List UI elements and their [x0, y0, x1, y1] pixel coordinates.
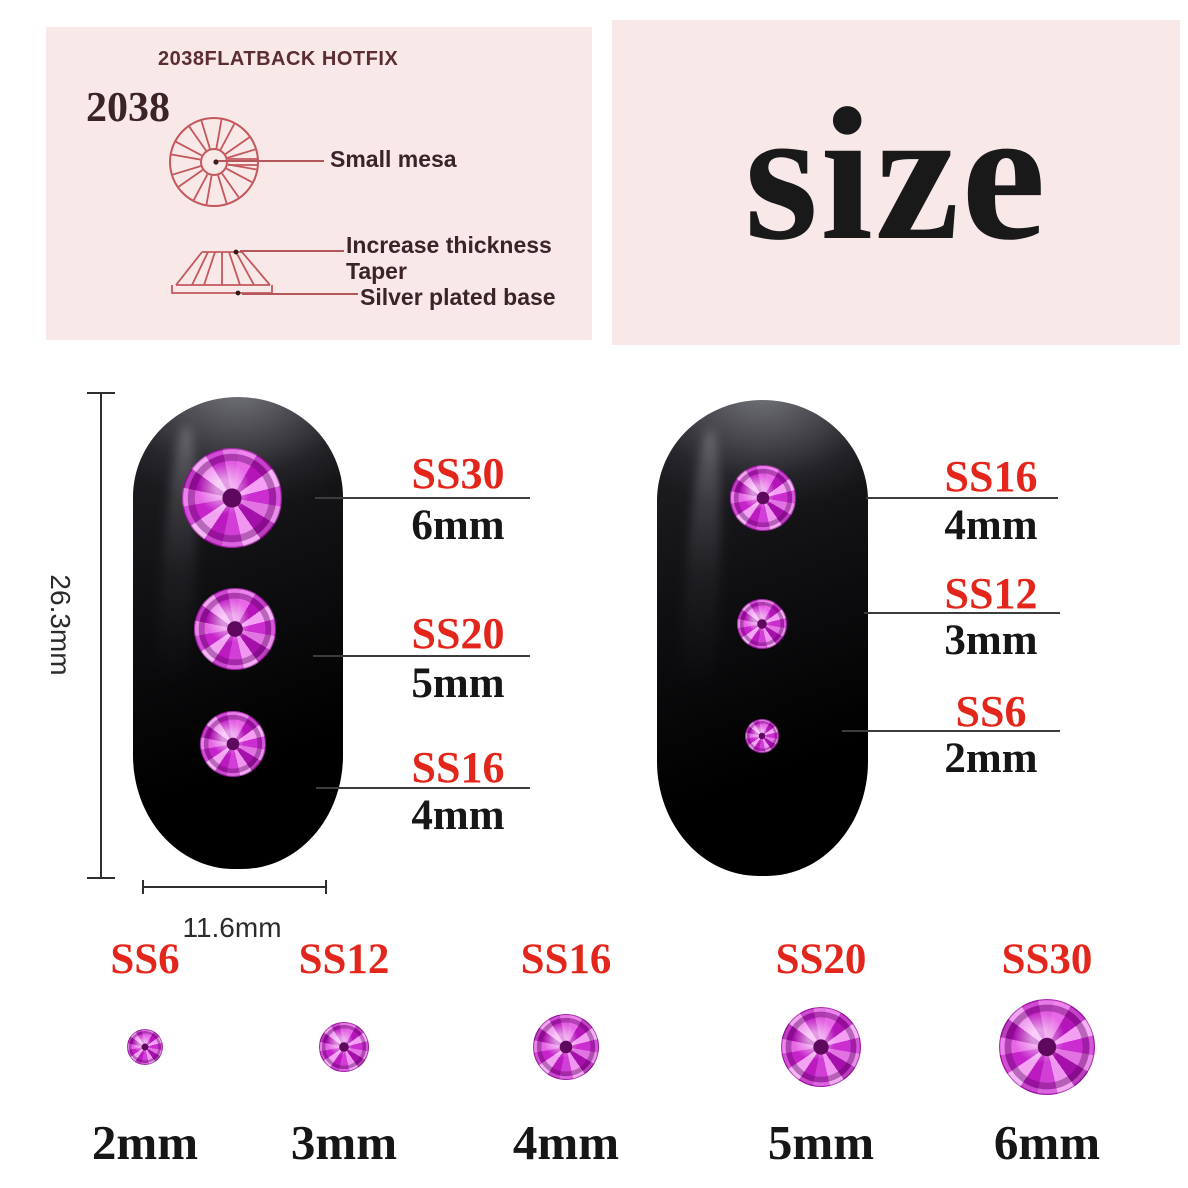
- right-nail-gloss: [674, 427, 728, 791]
- right-anno-mm-0: 4mm: [944, 502, 1038, 549]
- size-row-stone-ss16: [533, 1014, 599, 1080]
- right-anno-mm-2: 2mm: [944, 735, 1038, 782]
- diagram-panel-title: 2038FLATBACK HOTFIX: [158, 48, 399, 70]
- left-anno-line-2: [316, 787, 530, 789]
- left-anno-line-1: [313, 655, 530, 657]
- right-anno-ss-1: SS12: [944, 569, 1038, 618]
- rhinestone-side-view-diagram: [171, 249, 273, 296]
- left-anno-mm-1: 5mm: [411, 660, 505, 707]
- size-row-mm-label: 2mm: [91, 1115, 199, 1170]
- size-row-ss-label: SS30: [1001, 936, 1093, 983]
- size-row-item-ss30: SS30 6mm: [962, 938, 1132, 1173]
- size-row-stone-ss6: [127, 1029, 163, 1065]
- size-row-stone-ss12: [319, 1022, 369, 1072]
- size-row-ss-label: SS6: [110, 936, 180, 983]
- size-row-item-ss6: SS6 2mm: [60, 938, 230, 1173]
- nail-width-measurement: 11.6mm: [182, 912, 282, 943]
- size-row-item-ss16: SS16 4mm: [481, 938, 651, 1173]
- vertical-measure-line: [100, 393, 102, 879]
- left-anno-ss-0: SS30: [411, 449, 505, 498]
- right-anno-line-0: [866, 497, 1058, 499]
- size-row-stone-ss30: [999, 999, 1095, 1095]
- left-anno-mm-2: 4mm: [411, 792, 505, 839]
- left-nail-stone-ss16: [200, 711, 266, 777]
- model-number: 2038: [86, 85, 170, 131]
- right-nail-stone-ss12: [737, 599, 787, 649]
- taper-label: Taper: [346, 258, 407, 284]
- size-row-ss-label: SS20: [775, 936, 867, 983]
- right-anno-line-2: [842, 730, 1060, 732]
- left-anno-line-0: [315, 497, 530, 499]
- size-row-ss-label: SS12: [298, 936, 390, 983]
- left-nail-stone-ss30: [182, 448, 282, 548]
- left-anno-mm-0: 6mm: [411, 502, 505, 549]
- left-anno-ss-2: SS16: [411, 743, 505, 792]
- diagram-panel: 2038FLATBACK HOTFIX 2038: [46, 27, 592, 340]
- size-row-mm-label: 4mm: [512, 1115, 620, 1170]
- size-row-item-ss20: SS20 5mm: [736, 938, 906, 1173]
- silver-base-label: Silver plated base: [360, 284, 556, 310]
- right-nail-stone-ss16: [730, 465, 796, 531]
- small-mesa-label: Small mesa: [330, 146, 457, 172]
- increase-thickness-leader-line: [240, 250, 344, 252]
- right-anno-line-1: [864, 612, 1060, 614]
- small-mesa-leader-line: [218, 160, 324, 162]
- vertical-measure-cap-top: [87, 392, 115, 394]
- size-panel: [612, 20, 1180, 345]
- rhinestone-top-view-diagram: [169, 117, 259, 207]
- size-row-mm-label: 6mm: [993, 1115, 1101, 1170]
- nail-height-measurement: 26.3mm: [45, 574, 76, 676]
- size-row-item-ss12: SS12 3mm: [259, 938, 429, 1173]
- increase-thickness-label: Increase thickness: [346, 232, 552, 258]
- size-row-stone-ss20: [781, 1007, 861, 1087]
- right-nail-stone-ss6: [745, 719, 779, 753]
- horizontal-measure-line: [142, 886, 327, 888]
- right-anno-mm-1: 3mm: [944, 617, 1038, 664]
- horizontal-measure-cap-right: [325, 880, 327, 894]
- right-anno-ss-2: SS6: [955, 687, 1027, 736]
- right-anno-ss-0: SS16: [944, 452, 1038, 501]
- size-row-mm-label: 3mm: [290, 1115, 398, 1170]
- left-nail-stone-ss20: [194, 588, 276, 670]
- left-anno-ss-1: SS20: [411, 609, 505, 658]
- size-row-mm-label: 5mm: [767, 1115, 875, 1170]
- horizontal-measure-cap-left: [142, 880, 144, 894]
- size-row-ss-label: SS16: [520, 936, 612, 983]
- silver-base-leader-line: [242, 293, 358, 295]
- vertical-measure-cap-bottom: [87, 877, 115, 879]
- size-panel-title: size: [744, 70, 1048, 280]
